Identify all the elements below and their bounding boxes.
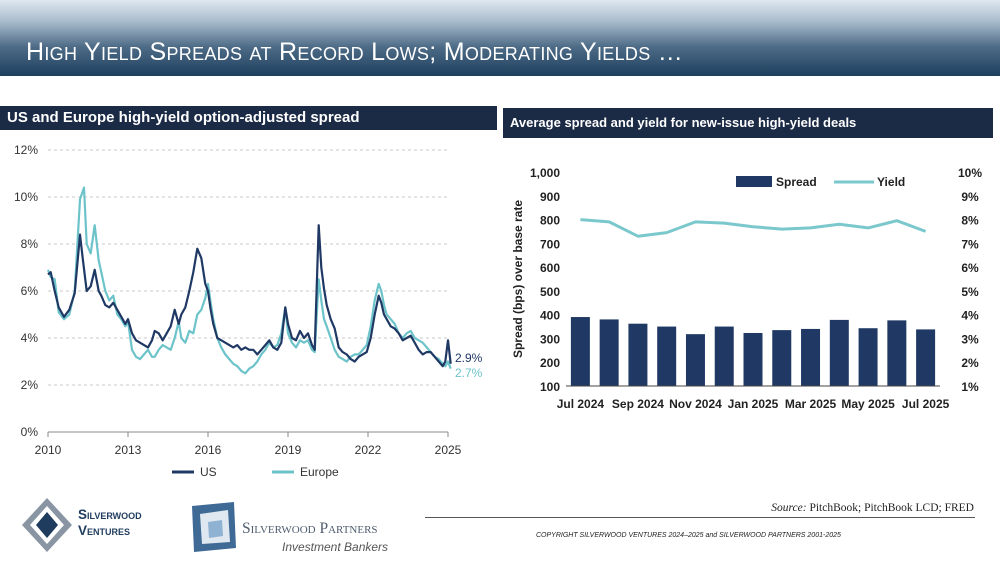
legend-swatch-spread bbox=[736, 176, 772, 187]
x-tick-label: Mar 2025 bbox=[785, 397, 837, 411]
x-tick-label: Jan 2025 bbox=[728, 397, 779, 411]
y-tick-label: 800 bbox=[540, 214, 560, 228]
partners-logo-icon bbox=[192, 502, 236, 552]
y2-tick-label: 2% bbox=[961, 356, 979, 370]
x-tick-label: 2013 bbox=[115, 443, 142, 457]
y-tick-label: 500 bbox=[540, 285, 560, 299]
spread-bar bbox=[858, 328, 878, 386]
spread-bar bbox=[714, 326, 734, 386]
series-line-europe bbox=[46, 186, 452, 375]
left-chart-title: US and Europe high-yield option-adjusted… bbox=[0, 106, 497, 130]
yield-line bbox=[580, 218, 927, 238]
series-line-us bbox=[47, 224, 452, 368]
y-tick-label: 100 bbox=[540, 380, 560, 394]
page-title: High Yield Spreads at Record Lows; Moder… bbox=[26, 38, 684, 66]
logo2-tagline: Investment Bankers bbox=[282, 540, 389, 554]
y-tick-label: 200 bbox=[540, 356, 560, 370]
spread-bar bbox=[801, 328, 821, 386]
y2-tick-label: 4% bbox=[961, 309, 979, 323]
x-tick-label: 2016 bbox=[195, 443, 222, 457]
y-tick-label: 10% bbox=[14, 190, 38, 204]
spread-bar bbox=[628, 323, 648, 386]
y-tick-label: 400 bbox=[540, 309, 560, 323]
y2-tick-label: 10% bbox=[958, 166, 982, 180]
spread-bar bbox=[829, 319, 849, 386]
legend-label-us: US bbox=[200, 465, 217, 479]
spread-bar bbox=[887, 320, 907, 386]
spread-bar bbox=[657, 326, 677, 386]
legend-label-europe: Europe bbox=[300, 465, 339, 479]
y2-tick-label: 8% bbox=[961, 214, 979, 228]
spread-bar bbox=[685, 334, 705, 386]
logo2-name: Silverwood Partners bbox=[242, 520, 378, 537]
title-banner: High Yield Spreads at Record Lows; Moder… bbox=[0, 0, 1000, 76]
legend-label-yield: Yield bbox=[877, 175, 905, 189]
y-tick-label: 0% bbox=[21, 425, 39, 439]
y2-tick-label: 5% bbox=[961, 285, 979, 299]
logo1-text: Silverwood Ventures bbox=[78, 507, 142, 539]
spread-bar bbox=[743, 332, 763, 386]
y2-tick-label: 1% bbox=[961, 380, 979, 394]
y2-tick-label: 3% bbox=[961, 332, 979, 346]
right-chart-title: Average spread and yield for new-issue h… bbox=[503, 108, 993, 138]
footer-divider bbox=[425, 517, 975, 518]
x-tick-label: 2025 bbox=[435, 443, 462, 457]
y-tick-label: 700 bbox=[540, 237, 560, 251]
source-note: Source: PitchBook; PitchBook LCD; FRED bbox=[771, 502, 974, 514]
y2-tick-label: 9% bbox=[961, 190, 979, 204]
spread-bar bbox=[916, 329, 936, 386]
x-tick-label: Jul 2024 bbox=[557, 397, 605, 411]
y-tick-label: 2% bbox=[21, 378, 39, 392]
x-tick-label: 2022 bbox=[355, 443, 382, 457]
x-tick-label: 2019 bbox=[275, 443, 302, 457]
logo1-line1: Silverwood bbox=[78, 507, 142, 522]
y-tick-label: 300 bbox=[540, 332, 560, 346]
x-tick-label: 2010 bbox=[35, 443, 62, 457]
y2-tick-label: 7% bbox=[961, 237, 979, 251]
us-end-label: 2.9% bbox=[455, 351, 483, 365]
y-tick-label: 6% bbox=[21, 284, 39, 298]
x-tick-label: Jul 2025 bbox=[902, 397, 950, 411]
silverwood-partners-logo: Silverwood Partners Investment Bankers bbox=[188, 500, 418, 560]
spread-bar bbox=[570, 317, 590, 386]
y-tick-label: 900 bbox=[540, 190, 560, 204]
silverwood-ventures-logo: Silverwood Ventures bbox=[20, 496, 180, 556]
spread-bar bbox=[772, 330, 792, 386]
y-axis-title: Spread (bps) over base rate bbox=[511, 200, 525, 358]
source-label: Source: bbox=[771, 502, 807, 514]
y-tick-label: 600 bbox=[540, 261, 560, 275]
diamond-logo-icon bbox=[22, 498, 72, 552]
x-tick-label: Sep 2024 bbox=[612, 397, 664, 411]
spread-line-chart: 0% 2% 4% 6% 8% 10% 12% 2010 2013 2016 2019 2022 2025… bbox=[14, 143, 483, 479]
logo1-line2: Ventures bbox=[78, 523, 131, 538]
legend-label-spread: Spread bbox=[776, 175, 817, 189]
spread-bar bbox=[599, 319, 619, 386]
y-tick-label: 1,000 bbox=[530, 166, 560, 180]
y-tick-label: 8% bbox=[21, 237, 39, 251]
copyright-text: COPYRIGHT SILVERWOOD VENTURES 2024–2025 … bbox=[536, 532, 841, 539]
europe-end-label: 2.7% bbox=[455, 366, 483, 380]
new-issue-bar-chart: 100 200 300 400 500 600 700 800 900 1,000 1% 2% 3% 4%… bbox=[511, 166, 982, 411]
y-tick-label: 4% bbox=[21, 331, 39, 345]
x-tick-label: Nov 2024 bbox=[669, 397, 722, 411]
x-tick-label: May 2025 bbox=[841, 397, 895, 411]
y2-tick-label: 6% bbox=[961, 261, 979, 275]
y-tick-label: 12% bbox=[14, 143, 38, 157]
source-text: PitchBook; PitchBook LCD; FRED bbox=[806, 502, 974, 514]
